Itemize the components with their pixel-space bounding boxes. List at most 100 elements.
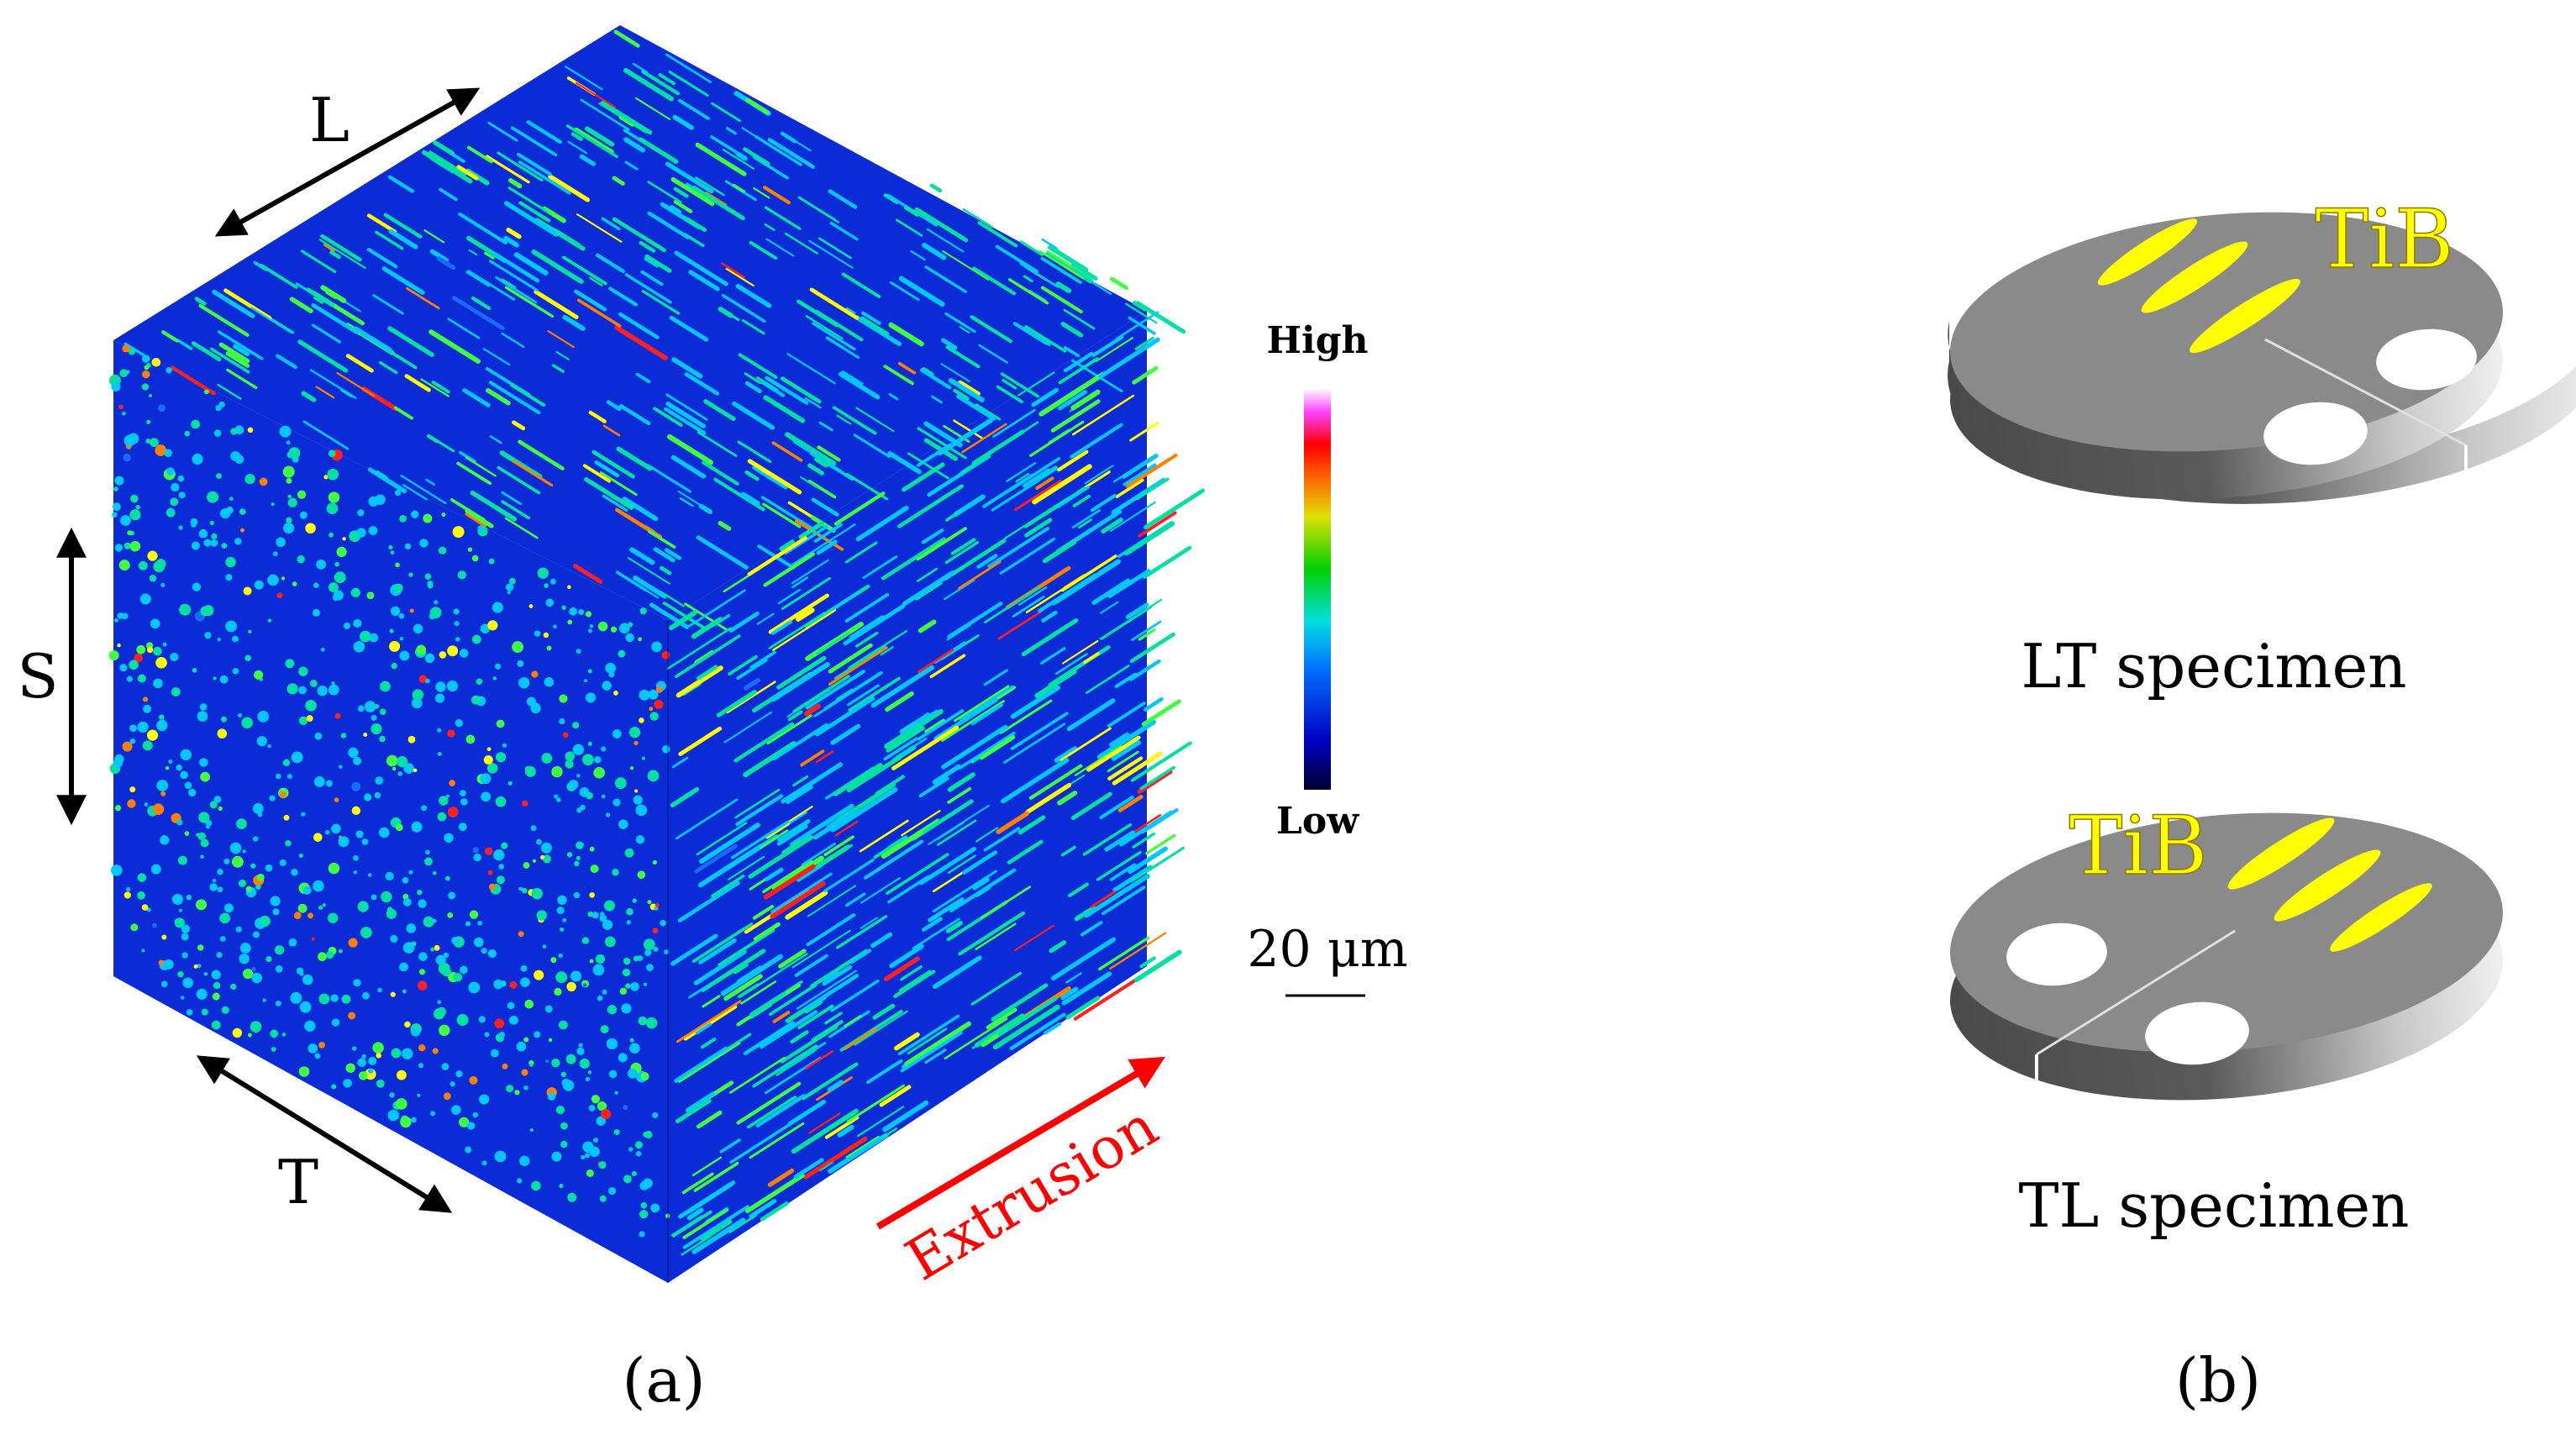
texture-speckle [604, 936, 616, 948]
texture-streak [737, 965, 761, 982]
texture-speckle [314, 1053, 321, 1059]
texture-streak [947, 602, 1003, 639]
texture-streak [694, 844, 738, 874]
texture-streak [503, 235, 519, 248]
texture-streak [191, 341, 222, 362]
texture-streak [977, 221, 1018, 248]
texture-streak [701, 1038, 717, 1049]
texture-streak [318, 239, 366, 270]
texture-speckle [276, 537, 286, 548]
texture-streak [465, 456, 497, 477]
texture-speckle [555, 971, 568, 984]
texture-speckle [302, 886, 312, 895]
texture-streak [665, 401, 707, 428]
texture-speckle [595, 954, 606, 964]
texture-streak [1031, 387, 1059, 407]
texture-streak [526, 120, 563, 145]
texture-speckle [356, 528, 366, 538]
texture-speckle [341, 994, 351, 1004]
texture-speckle [144, 802, 149, 807]
axis-label-t: T [278, 1147, 318, 1217]
texture-streak [658, 73, 676, 86]
texture-speckle [178, 525, 183, 530]
texture-speckle [579, 1058, 590, 1069]
texture-streak [808, 239, 854, 269]
texture-speckle [231, 855, 244, 868]
texture-streak [1129, 632, 1175, 664]
texture-streak [675, 798, 739, 840]
texture-streak [691, 1217, 746, 1254]
texture-speckle [498, 864, 505, 870]
texture-streak [1070, 791, 1112, 821]
texture-streak [997, 996, 1058, 1037]
texture-streak [470, 490, 517, 522]
texture-speckle [389, 628, 394, 633]
texture-streak [776, 655, 827, 690]
texture-streak [864, 839, 924, 880]
texture-streak [734, 788, 781, 819]
texture-streak [726, 127, 738, 135]
whisker [2190, 278, 2300, 354]
texture-speckle [282, 465, 295, 478]
texture-speckle [390, 606, 401, 617]
texture-speckle [343, 622, 350, 629]
texture-speckle [129, 660, 139, 670]
texture-streak [984, 586, 1041, 624]
texture-speckle [517, 660, 524, 667]
texture-speckle [647, 900, 652, 905]
texture-speckle [217, 637, 221, 642]
texture-speckle [248, 629, 252, 634]
texture-speckle [590, 865, 599, 874]
texture-speckle [613, 691, 618, 696]
texture-speckle [453, 972, 463, 982]
texture-speckle [338, 765, 343, 770]
texture-streak [209, 347, 250, 374]
texture-speckle [492, 676, 497, 681]
texture-streak [970, 971, 1023, 1006]
texture-streak [1118, 810, 1174, 847]
texture-speckle [297, 554, 305, 564]
texture-streak [644, 254, 672, 273]
texture-streak [866, 1059, 903, 1085]
texture-speckle [235, 926, 242, 933]
texture-speckle [348, 747, 359, 759]
texture-speckle [494, 1018, 505, 1029]
texture-streak [1073, 978, 1138, 1021]
texture-speckle [589, 892, 595, 898]
texture-speckle [529, 1127, 534, 1132]
texture-speckle [528, 604, 534, 608]
texture-speckle [247, 427, 254, 434]
texture-streak [839, 371, 881, 400]
texture-speckle [449, 1081, 455, 1087]
texture-streak [670, 933, 718, 966]
texture-streak [465, 271, 490, 287]
texture-streak [817, 445, 841, 462]
texture-speckle [544, 1005, 553, 1013]
texture-streak [944, 1017, 1008, 1060]
texture-streak [928, 897, 965, 922]
whisker [2141, 241, 2248, 313]
texture-speckle [368, 526, 378, 535]
texture-streak [695, 1022, 712, 1035]
texture-streak [582, 464, 612, 483]
texture-streak [728, 654, 758, 676]
texture-streak [644, 257, 659, 268]
texture-speckle [618, 1053, 628, 1063]
texture-speckle [402, 989, 407, 994]
texture-streak [815, 696, 875, 737]
texture-streak [833, 491, 886, 526]
texture-streak [738, 983, 760, 999]
texture-speckle [572, 722, 580, 729]
texture-streak [1054, 653, 1088, 675]
texture-streak [791, 576, 809, 589]
texture-speckle [230, 451, 241, 462]
texture-speckle [374, 703, 380, 709]
texture-streak [420, 378, 449, 397]
texture-streak [678, 1180, 736, 1219]
texture-speckle [353, 870, 358, 875]
texture-streak [720, 262, 746, 279]
texture-streak [812, 810, 856, 840]
texture-streak [623, 137, 645, 153]
texture-streak [217, 383, 242, 400]
